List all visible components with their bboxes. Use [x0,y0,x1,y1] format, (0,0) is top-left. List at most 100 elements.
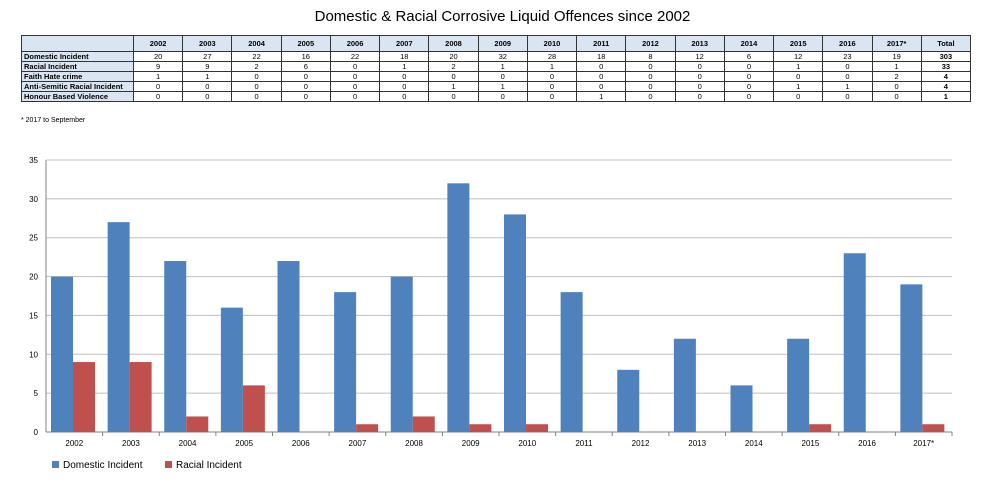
y-tick-label: 35 [29,156,38,165]
table-cell: 0 [526,71,578,82]
column-header: 2010 [526,35,578,52]
table-cell: 0 [379,91,430,102]
column-header: 2002 [132,35,184,52]
table-cell: 16 [280,51,331,62]
table-cell: 0 [379,71,430,82]
table-cell: 0 [723,71,775,82]
table-cell: 9 [132,61,184,72]
table-cell: 32 [477,51,528,62]
offences-table: 2002 2003 2004 2005 2006 2007 2008 2009 2010 2011… [21,35,972,102]
table-cell: 1 [526,61,578,72]
bar-domestic-incident [900,284,923,432]
table-header-row: 2002 2003 2004 2005 2006 2007 2008 2009 2010 2011… [21,35,972,52]
table-row: Honour Based Violence 0 0 0 0 0 0 0 0 0 1 0 0 0 0 0 0 1 [21,91,972,102]
table-cell: 20 [132,51,184,62]
table-cell: 0 [526,81,578,92]
bar-domestic-incident [787,338,810,432]
table-cell: 0 [625,71,676,82]
table-cell: 0 [280,91,331,102]
row-label: Domestic Incident [21,51,134,62]
table-cell: 1 [379,61,430,72]
bar-racial-incident [356,424,379,432]
table-cell: 23 [822,51,873,62]
y-tick-label: 25 [29,234,38,243]
column-header: 2013 [674,35,725,52]
table-cell: 1 [477,61,528,72]
column-header: 2017* [871,35,922,52]
column-header: 2015 [773,35,824,52]
table-cell: 8 [625,51,676,62]
row-label: Racial Incident [21,61,134,72]
table-row: Faith Hate crime 1 1 0 0 0 0 0 0 0 0 0 0 0 0 0 2 4 [21,71,972,82]
x-tick-label: 2002 [65,439,83,448]
table-cell: 0 [477,91,528,102]
column-header: 2004 [231,35,282,52]
x-tick-label: 2012 [632,439,650,448]
bar-domestic-incident [107,222,130,432]
table-cell: 27 [182,51,233,62]
bar-racial-incident [73,362,95,432]
table-cell: 0 [379,81,430,92]
table-row: Racial Incident 9 9 2 6 0 1 2 1 1 0 0 0 0 1 0 1 33 [21,61,972,72]
table-cell: 9 [182,61,233,72]
table-cell: 20 [428,51,479,62]
table-cell: 1 [822,81,873,92]
column-header: 2006 [329,35,381,52]
table-cell: 0 [674,61,725,72]
table-cell: 6 [280,61,331,72]
y-tick-label: 20 [29,273,38,282]
row-label: Anti-Semitic Racial Incident [21,81,134,92]
legend-label: Racial Incident [176,460,242,471]
legend-swatch [52,461,59,468]
table-row: Anti-Semitic Racial Incident 0 0 0 0 0 0 1 1 0 0 0 0… [21,81,972,92]
bar-racial-incident [922,424,945,432]
table-cell: 19 [871,51,922,62]
table-cell: 0 [871,91,922,102]
total-cell: 4 [920,71,972,82]
x-tick-label: 2014 [745,439,763,448]
bar-domestic-incident [447,183,470,432]
column-header: 2009 [477,35,528,52]
footnote: * 2017 to September [21,117,86,124]
table-cell: 0 [182,91,233,102]
y-tick-label: 10 [29,350,38,359]
table-cell: 12 [674,51,725,62]
bar-racial-incident [526,424,548,432]
bar-racial-incident [412,416,435,432]
bar-domestic-incident [51,276,73,432]
table-cell: 22 [329,51,381,62]
table-cell: 1 [576,91,627,102]
table-cell: 0 [329,81,381,92]
table-cell: 2 [428,61,479,72]
table-cell: 0 [625,91,676,102]
bar-racial-incident [809,424,832,432]
total-cell: 303 [920,51,972,62]
table-cell: 0 [231,71,282,82]
table-cell: 0 [428,71,479,82]
table-cell: 0 [723,61,775,72]
table-cell: 0 [231,81,282,92]
table-cell: 1 [773,81,824,92]
table-cell: 0 [674,81,725,92]
x-tick-label: 2010 [518,439,536,448]
table-cell: 0 [674,71,725,82]
table-cell: 0 [674,91,725,102]
table-cell: 0 [625,81,676,92]
table-cell: 18 [576,51,627,62]
table-cell: 0 [132,81,184,92]
bar-domestic-incident [730,385,753,432]
table-cell: 18 [379,51,430,62]
bar-domestic-incident [390,276,413,432]
table-cell: 0 [182,81,233,92]
bar-domestic-incident [843,253,866,432]
total-cell: 1 [920,91,972,102]
x-tick-label: 2006 [292,439,310,448]
table-row: Domestic Incident 20 27 22 16 22 18 20 32 28 18 8 12… [21,51,972,62]
table-cell: 0 [822,61,873,72]
table-cell: 28 [526,51,578,62]
table-cell: 1 [182,71,233,82]
column-header: 2003 [182,35,233,52]
table-cell: 1 [428,81,479,92]
bar-domestic-incident [277,261,300,432]
bar-domestic-incident [673,338,696,432]
